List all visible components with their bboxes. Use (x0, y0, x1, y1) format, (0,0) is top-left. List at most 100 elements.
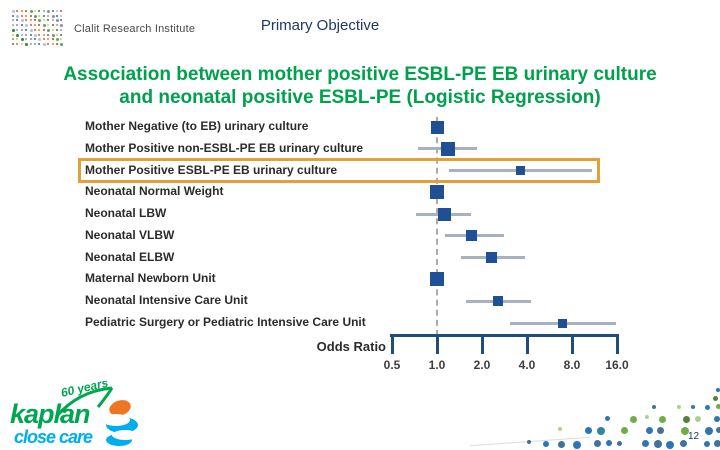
clalit-logo-dot (12, 10, 15, 13)
kaplan-brand: kaplan (10, 399, 90, 429)
row-label: Neonatal Intensive Care Unit (85, 293, 248, 308)
clalit-logo-dot (20, 28, 23, 31)
clalit-logo-dot (16, 14, 20, 18)
clalit-logo-dot (51, 28, 54, 31)
clalit-logo-dot (56, 28, 58, 31)
kaplan-cyan-cut-top (102, 414, 130, 426)
or-marker (437, 207, 451, 221)
x-axis-tick (570, 334, 574, 354)
clalit-logo-dot (42, 24, 46, 28)
clalit-logo-dot (60, 28, 63, 31)
clalit-logo-dot (56, 38, 59, 42)
clalit-logo-dot (60, 42, 64, 46)
kaplan-cyan-cut-bottom (112, 430, 138, 440)
x-axis-tick (525, 334, 529, 354)
clalit-logo-dot (12, 24, 14, 27)
clalit-logo-dot (16, 10, 19, 12)
clalit-logo-dot (51, 38, 54, 41)
clalit-logo-dot (29, 38, 32, 41)
clalit-logo-dot (29, 19, 32, 22)
clalit-logo-dot (25, 10, 28, 12)
clalit-logo-dot (12, 19, 14, 22)
x-axis-tick-label: 2.0 (473, 358, 491, 372)
clalit-logo-dot (47, 42, 50, 45)
x-axis-title: Odds Ratio (316, 339, 386, 354)
clalit-logo-dot (38, 28, 41, 31)
or-marker (485, 252, 497, 264)
x-axis-tick-label: 16.0 (605, 358, 629, 372)
slide-title: Association between mother positive ESBL… (20, 63, 700, 109)
clalit-logo-dot (56, 42, 58, 45)
or-marker-reference (430, 120, 444, 134)
kaplan-tagline: close care (14, 427, 93, 447)
clalit-logo-dot (42, 42, 46, 46)
clalit-logo-dot (20, 19, 24, 23)
clalit-logo-dot (51, 19, 54, 22)
clalit-logo-dot (25, 33, 28, 36)
clalit-logo-dot (20, 42, 23, 45)
x-axis-tick-label: 4.0 (518, 358, 536, 372)
clalit-logo-dot (38, 14, 41, 17)
clalit-logo-dot (60, 10, 63, 12)
page-number: 12 (688, 431, 700, 442)
clalit-logo-dot (25, 19, 28, 22)
clalit-logo-dot (56, 33, 58, 36)
x-axis-tick-label: 0.5 (383, 358, 401, 372)
clalit-logo-dot (56, 14, 58, 17)
clalit-logo-dot (29, 10, 33, 13)
clalit-logo-dot (16, 33, 20, 37)
clalit-logo-dot (20, 10, 23, 12)
clalit-logo-dot (56, 10, 58, 12)
reference-line (436, 117, 438, 336)
clalit-logo-dot (16, 42, 19, 45)
row-label: Mother Positive ESBL-PE EB urinary cultu… (85, 162, 338, 177)
clalit-logo-dot (60, 24, 64, 28)
row-label: Neonatal VLBW (85, 227, 175, 242)
row-label: Mother Positive non-ESBL-PE EB urinary c… (85, 140, 364, 155)
clalit-logo-dot (47, 10, 51, 13)
clalit-logo-dot (29, 24, 32, 27)
row-label: Mother Negative (to EB) urinary culture (85, 119, 309, 133)
clalit-logo-dot (25, 28, 28, 31)
clalit-logo-text: Clalit Research Institute (74, 23, 196, 35)
clalit-logo-dot (34, 19, 36, 22)
clalit-logo-dot (12, 42, 14, 45)
clalit-logo-dot (42, 28, 45, 31)
clalit-logo-dot (20, 38, 24, 42)
clalit-logo-dot (42, 10, 45, 12)
clalit-logo-dot (42, 19, 45, 22)
clalit-logo-dot (51, 24, 54, 27)
clalit-logo-dot (56, 19, 59, 23)
clalit-logo-dot (51, 42, 54, 45)
or-marker (492, 296, 503, 307)
clalit-logo-dot (38, 24, 41, 27)
x-axis-line (390, 334, 619, 337)
kaplan-logo: 60 years kaplan close care (10, 381, 138, 447)
clalit-logo-dot (47, 33, 50, 36)
clalit-logo-dot (16, 19, 19, 22)
clalit-logo-dot (16, 38, 19, 41)
clalit-logo-dot (38, 19, 42, 23)
row-label: Neonatal LBW (85, 206, 167, 221)
clalit-logo-dot (47, 14, 50, 17)
x-axis-tick-label: 8.0 (563, 358, 581, 372)
row-label: Pediatric Surgery or Pediatric Intensive… (85, 315, 366, 330)
row-label: Maternal Newborn Unit (85, 271, 216, 286)
clalit-logo-dot (47, 28, 51, 32)
clalit-logo (12, 10, 68, 50)
kaplan-badge: 60 years (60, 381, 110, 400)
highlight-box (78, 158, 600, 184)
or-marker-reference (430, 272, 444, 287)
clalit-logo-dot (20, 33, 23, 36)
clalit-logo-dot (34, 42, 36, 45)
x-axis-tick (615, 334, 619, 354)
x-axis-tick (480, 334, 484, 354)
row-label: Neonatal ELBW (85, 249, 175, 264)
kaplan-swoosh-green (54, 386, 113, 418)
clalit-logo-dot (60, 14, 63, 17)
clalit-logo-dot (25, 42, 29, 46)
slide-title-line2: and neonatal positive ESBL-PE (Logistic … (119, 87, 601, 108)
clalit-logo-dot (47, 24, 50, 27)
kaplan-swoosh-tail (96, 387, 114, 408)
clalit-logo-dot (60, 19, 63, 22)
